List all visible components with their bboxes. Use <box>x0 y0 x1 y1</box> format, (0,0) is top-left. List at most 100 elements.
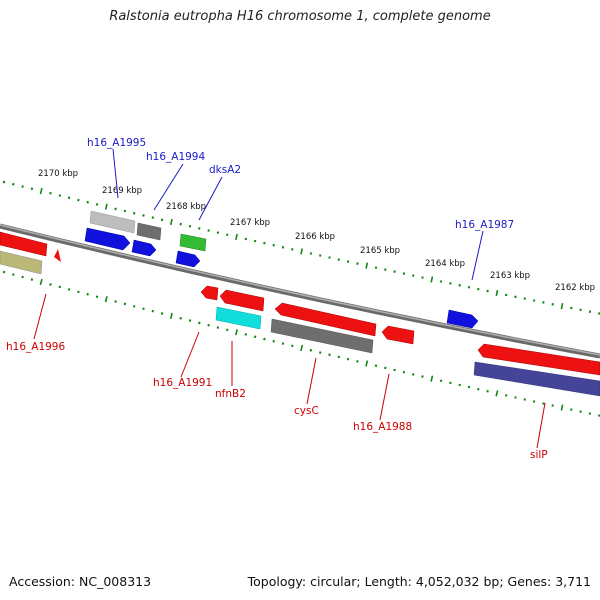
accession-text: Accession: NC_008313 <box>9 574 152 589</box>
outer-ruler <box>2 180 600 315</box>
ruler-minor-tick <box>263 337 266 341</box>
gene-label-h16-A1991[interactable]: h16_A1991 <box>153 377 212 389</box>
gene-olive-block-left[interactable] <box>0 250 43 275</box>
gene-cyan-nfnB2[interactable] <box>215 306 262 330</box>
gene-label-silP[interactable]: silP <box>530 449 548 461</box>
ruler-major-tick <box>39 278 43 286</box>
gene-lightgrey-block[interactable] <box>89 210 136 234</box>
ruler-minor-tick <box>225 328 229 332</box>
tick-label-2164: 2164 kbp <box>425 259 465 269</box>
gene-blue-arrow-2[interactable] <box>131 239 157 257</box>
ruler-major-tick <box>495 390 499 397</box>
genome-summary-text: Topology: circular; Length: 4,052,032 bp… <box>247 574 591 589</box>
gene-label-cysC[interactable]: cysC <box>294 405 319 417</box>
ruler-minor-tick <box>160 312 164 315</box>
gene-blue-arrow-h16-A1987[interactable] <box>446 309 479 329</box>
tick-label-2165: 2165 kbp <box>360 246 400 256</box>
gene-label-h16-A1995[interactable]: h16_A1995 <box>87 137 146 149</box>
gene-red-small-arrow[interactable] <box>54 249 61 262</box>
ruler-minor-tick <box>58 194 62 197</box>
tick-labels: 2170 kbp 2169 kbp 2168 kbp 2167 kbp 2166… <box>38 169 595 293</box>
ruler-minor-tick <box>21 185 24 188</box>
gene-red-cysC[interactable] <box>274 302 377 337</box>
ruler-minor-tick <box>86 200 89 204</box>
ruler-major-tick <box>300 344 304 352</box>
ruler-minor-tick <box>30 187 34 191</box>
ruler-major-tick <box>169 218 173 226</box>
ruler-major-tick <box>104 203 108 210</box>
gene-green-block[interactable] <box>179 233 207 252</box>
ruler-minor-tick <box>2 180 6 184</box>
gene-label-h16-A1996[interactable]: h16_A1996 <box>6 341 65 353</box>
reverse-leader-lines <box>33 293 546 449</box>
ruler-minor-tick <box>253 335 257 339</box>
tick-label-2167: 2167 kbp <box>230 218 270 228</box>
ruler-minor-tick <box>216 326 220 329</box>
ruler-minor-tick <box>77 290 80 294</box>
ruler-minor-tick <box>281 342 285 345</box>
tick-label-2166: 2166 kbp <box>295 232 335 242</box>
ruler-minor-tick <box>77 198 80 202</box>
ruler-minor-tick <box>179 316 182 320</box>
ruler-minor-tick <box>49 283 52 286</box>
chromosome-backbone-highlight <box>0 224 600 356</box>
ruler-major-tick <box>495 289 499 297</box>
ruler-minor-tick <box>309 348 313 352</box>
ruler-minor-tick <box>244 333 248 336</box>
ruler-minor-tick <box>318 351 322 354</box>
ruler-minor-tick <box>346 357 350 361</box>
ruler-minor-tick <box>132 211 136 215</box>
ruler-minor-tick <box>58 285 62 289</box>
ruler-minor-tick <box>374 364 378 368</box>
gene-red-arrow-2[interactable] <box>219 289 265 312</box>
gene-grey-block[interactable] <box>136 222 162 241</box>
ruler-minor-tick <box>207 323 210 327</box>
ruler-minor-tick <box>95 295 99 299</box>
ruler-minor-tick <box>123 302 127 306</box>
tick-label-2170: 2170 kbp <box>38 169 78 179</box>
gene-red-h16-A1991[interactable] <box>200 285 219 301</box>
gene-red-h16-A1988[interactable] <box>381 325 415 345</box>
gene-red-block-left[interactable] <box>0 231 48 257</box>
map-title: Ralstonia eutropha H16 chromosome 1, com… <box>109 9 491 24</box>
ruler-minor-tick <box>198 321 201 325</box>
forward-leader-lines <box>112 148 484 281</box>
gene-navy-silP[interactable] <box>473 361 600 397</box>
reverse-strand-genes <box>0 231 600 397</box>
ruler-major-tick <box>104 296 108 303</box>
reverse-gene-labels: h16_A1996 h16_A1991 nfnB2 cysC h16_A1988… <box>6 341 548 461</box>
forward-gene-labels: h16_A1995 h16_A1994 dksA2 h16_A1987 <box>87 137 514 231</box>
ruler-major-tick <box>300 248 303 255</box>
tick-label-2163: 2163 kbp <box>490 271 530 281</box>
ruler-minor-tick <box>188 319 192 322</box>
ruler-minor-tick <box>30 278 34 281</box>
tick-label-2162: 2162 kbp <box>555 283 595 293</box>
ruler-minor-tick <box>328 353 331 357</box>
gene-label-h16-A1988[interactable]: h16_A1988 <box>353 421 412 433</box>
gene-blue-arrow-1[interactable] <box>84 227 131 251</box>
ruler-major-tick <box>235 329 238 336</box>
ruler-major-tick <box>560 404 564 411</box>
ruler-minor-tick <box>95 203 99 206</box>
gene-label-dksA2[interactable]: dksA2 <box>209 164 241 176</box>
ruler-minor-tick <box>291 344 294 348</box>
gene-label-nfnB2[interactable]: nfnB2 <box>215 388 246 400</box>
ruler-minor-tick <box>356 360 359 363</box>
ruler-minor-tick <box>21 275 24 279</box>
ruler-major-tick <box>365 262 369 269</box>
ruler-minor-tick <box>142 307 145 311</box>
ruler-minor-tick <box>132 305 136 308</box>
ruler-minor-tick <box>86 292 89 296</box>
gene-label-h16-A1987[interactable]: h16_A1987 <box>455 219 514 231</box>
gene-red-silP[interactable] <box>477 343 600 376</box>
gene-label-h16-A1994[interactable]: h16_A1994 <box>146 151 205 163</box>
chromosome-backbone <box>0 223 600 359</box>
gene-grey-cysC[interactable] <box>270 318 374 354</box>
inner-ruler <box>2 270 600 417</box>
ruler-minor-tick <box>123 209 127 213</box>
ruler-major-tick <box>365 360 369 367</box>
ruler-minor-tick <box>12 182 15 186</box>
gene-blue-arrow-3[interactable] <box>175 250 201 268</box>
ruler-major-tick <box>169 312 173 319</box>
